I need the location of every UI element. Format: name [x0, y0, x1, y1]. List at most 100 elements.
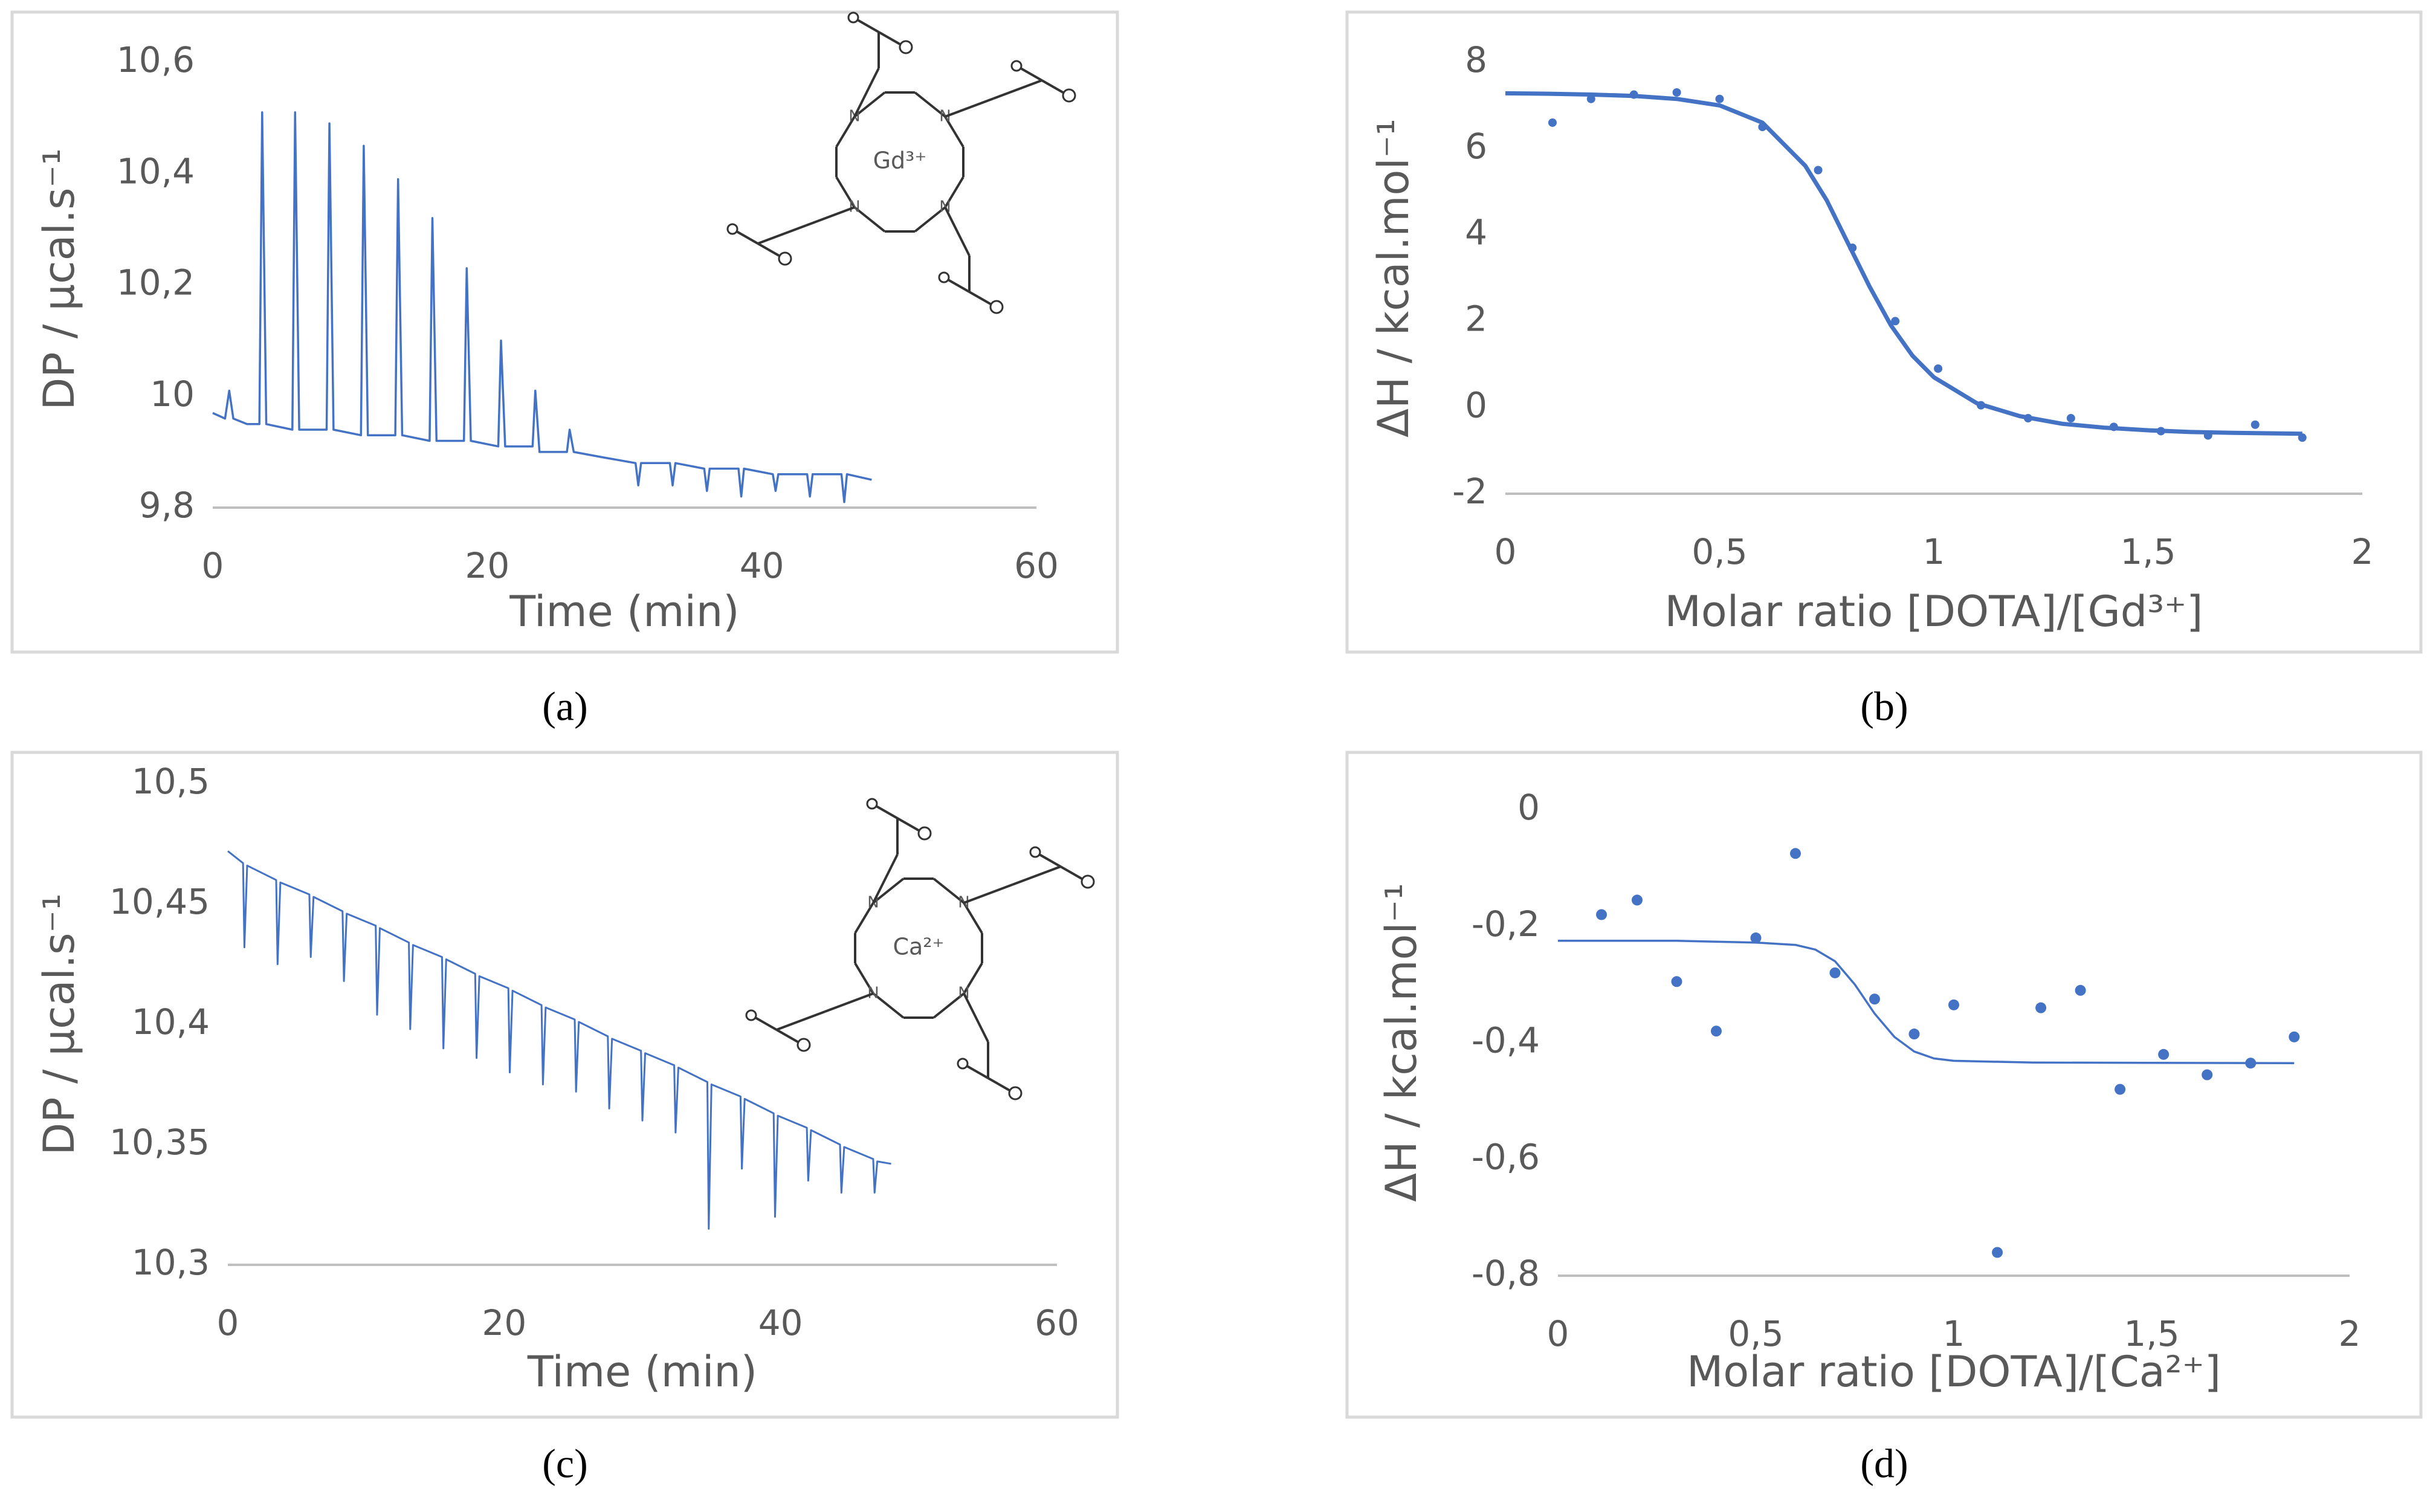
bond — [944, 176, 964, 208]
charge — [899, 40, 913, 54]
atom-n: N — [848, 198, 860, 216]
data-point — [1632, 894, 1643, 906]
bond — [876, 805, 898, 819]
bond — [776, 1029, 798, 1043]
bond — [944, 115, 964, 148]
data-point — [2075, 984, 2086, 996]
x-tick-label: 60 — [1014, 545, 1059, 586]
bond — [736, 230, 758, 245]
x-tick-label: 40 — [758, 1302, 803, 1343]
bond — [932, 877, 965, 904]
bond — [963, 884, 1013, 904]
charge — [796, 1038, 811, 1052]
data-point — [1891, 317, 1900, 326]
data-point — [1586, 94, 1595, 103]
data-point — [2066, 414, 2075, 423]
bond — [963, 993, 989, 1042]
oxygen — [745, 1009, 757, 1021]
bond — [757, 242, 780, 257]
y-tick-label: 0 — [1465, 384, 1487, 425]
data-point — [2289, 1031, 2300, 1042]
data-point — [1814, 166, 1823, 175]
charge — [989, 300, 1004, 314]
x-axis-title: Time (min) — [527, 1347, 757, 1397]
bond — [776, 1010, 826, 1031]
bond — [878, 31, 900, 45]
y-tick-label: 10 — [150, 373, 195, 415]
data-line — [1558, 940, 2295, 1064]
y-tick-label: -0,2 — [1472, 903, 1540, 945]
charge — [1081, 874, 1095, 889]
panel-border — [1345, 751, 2423, 1419]
bond — [1039, 853, 1061, 868]
data-point — [1869, 993, 1880, 1005]
oxygen — [866, 798, 878, 810]
x-tick-label: 1,5 — [2120, 531, 2176, 572]
y-tick-label: 4 — [1465, 212, 1487, 253]
y-tick-label: 0 — [1517, 787, 1540, 828]
y-tick-label: 10,45 — [109, 881, 210, 922]
data-point — [1948, 999, 1959, 1010]
bond — [853, 68, 880, 117]
y-tick-label: 10,2 — [117, 262, 195, 303]
bond — [854, 962, 874, 995]
oxygen — [1029, 846, 1041, 858]
bond — [966, 1065, 989, 1079]
x-tick-label: 0 — [1494, 531, 1517, 572]
charge — [1062, 88, 1076, 103]
panel-label: (d) — [1860, 1441, 1908, 1487]
bond — [1041, 79, 1064, 94]
panel: 10,3 10,35 10,4 10,45 10,5 0 20 40 60 DP / µcal.s… — [10, 751, 1119, 1487]
data-point — [2250, 420, 2260, 429]
y-axis-title: ΔH / kcal.mol⁻¹ — [1377, 883, 1426, 1202]
bond — [757, 224, 807, 245]
x-tick-label: 20 — [482, 1302, 526, 1343]
x-tick-label: 60 — [1035, 1302, 1079, 1343]
bond — [944, 207, 971, 256]
panel: -0,8 -0,6 -0,4 -0,2 0 0 0,5 1 1,5 2 ΔH / kcal.mol⁻… — [1345, 751, 2423, 1487]
x-tick-label: 0,5 — [1691, 531, 1747, 572]
charge — [1008, 1086, 1023, 1100]
bond — [969, 291, 991, 305]
data-point — [1671, 976, 1682, 987]
data-line — [212, 111, 872, 503]
x-tick-label: 1,5 — [2124, 1313, 2179, 1354]
x-axis-title: Molar ratio [DOTA]/[Gd³⁺] — [1665, 587, 2203, 636]
bond — [872, 992, 905, 1019]
oxygen — [957, 1058, 969, 1070]
bond — [987, 1077, 1010, 1091]
y-tick-label: 10,4 — [117, 150, 195, 192]
bond — [853, 91, 886, 118]
x-tick-label: 2 — [2339, 1313, 2361, 1354]
x-tick-label: 2 — [2351, 531, 2374, 572]
y-tick-label: 10,5 — [132, 761, 210, 802]
y-axis-title: DP / µcal.s⁻¹ — [34, 148, 84, 410]
y-tick-label: 10,3 — [132, 1242, 210, 1283]
x-tick-label: 1 — [1943, 1313, 1965, 1354]
bond — [1012, 865, 1061, 886]
bond — [835, 176, 856, 208]
bond — [945, 97, 994, 118]
ion-label: Ca²⁺ — [893, 934, 944, 960]
y-tick-label: 9,8 — [139, 485, 195, 526]
data-point — [1790, 848, 1801, 859]
y-tick-label: -0,6 — [1472, 1136, 1540, 1177]
y-tick-label: 2 — [1465, 299, 1487, 340]
x-tick-label: 0,5 — [1728, 1313, 1783, 1354]
data-point — [2202, 1069, 2213, 1081]
panel-label: (a) — [542, 683, 587, 729]
y-tick-label: -0,8 — [1472, 1253, 1540, 1294]
bond — [824, 992, 874, 1013]
x-tick-label: 1 — [1923, 531, 1945, 572]
bond — [755, 1016, 777, 1031]
data-line — [227, 850, 891, 1230]
bond — [1020, 67, 1042, 82]
oxygen — [726, 223, 738, 235]
y-tick-label: 8 — [1465, 39, 1487, 80]
bond — [897, 817, 919, 832]
panel-border — [10, 751, 1119, 1419]
data-point — [1672, 88, 1681, 97]
data-line — [1505, 91, 2302, 436]
